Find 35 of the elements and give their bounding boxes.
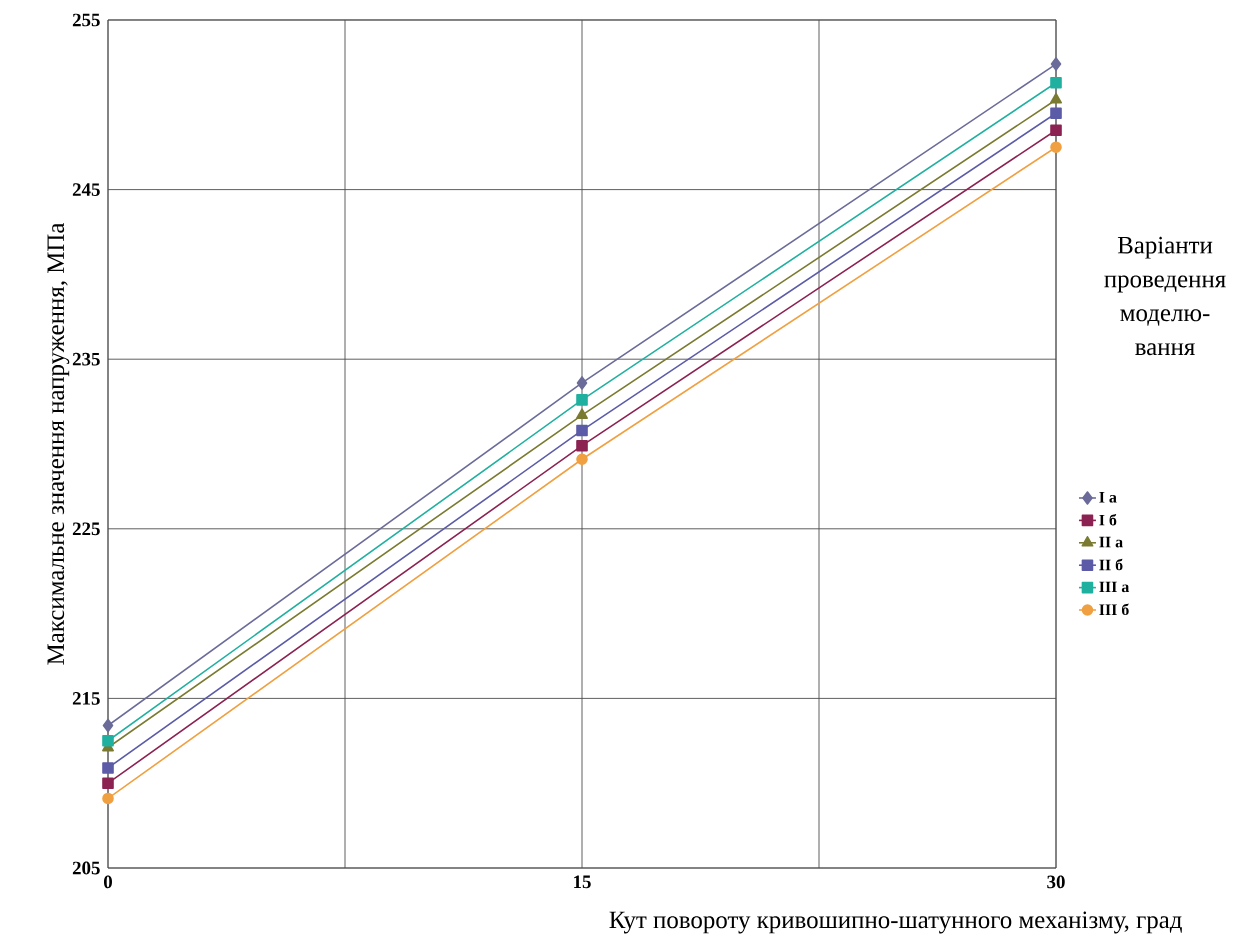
y-tick-label: 255: [72, 13, 100, 27]
legend-label: I б: [1099, 513, 1117, 526]
point: [576, 424, 588, 437]
point: [1050, 57, 1062, 71]
legend-label: II б: [1099, 558, 1123, 571]
point: [1050, 124, 1062, 137]
point: [102, 718, 114, 733]
point: [102, 792, 114, 805]
y-tick-label: 235: [72, 352, 100, 366]
point: [1050, 141, 1062, 153]
point: [576, 394, 588, 406]
y-axis-title: Максимальне значення напруження, МПа: [47, 222, 70, 665]
y-tick-label: 205: [72, 861, 100, 875]
x-axis-title: Кут повороту кривошипно-шатунного механізму, град: [609, 911, 1182, 934]
legend-label: I а: [1099, 492, 1117, 503]
point: [576, 453, 588, 466]
point: [102, 735, 114, 747]
x-tick-label: 30: [1047, 875, 1065, 889]
point: [102, 762, 114, 774]
y-tick-label: 225: [72, 522, 100, 536]
legend-title: Варіанти проведення моделю- вання: [1104, 236, 1226, 356]
point: [576, 376, 588, 390]
x-tick-label: 0: [103, 875, 112, 889]
point: [102, 777, 114, 789]
x-tick-label: 15: [574, 875, 591, 889]
point: [1050, 107, 1062, 120]
legend-label: III б: [1099, 603, 1129, 616]
legend-label: III а: [1099, 581, 1130, 593]
point: [576, 439, 588, 452]
y-tick-label: 215: [72, 692, 100, 705]
legend-label: II а: [1099, 536, 1123, 548]
y-tick-label: 245: [72, 183, 100, 196]
point: [1050, 76, 1062, 89]
point: [1050, 92, 1063, 104]
point: [576, 408, 588, 419]
